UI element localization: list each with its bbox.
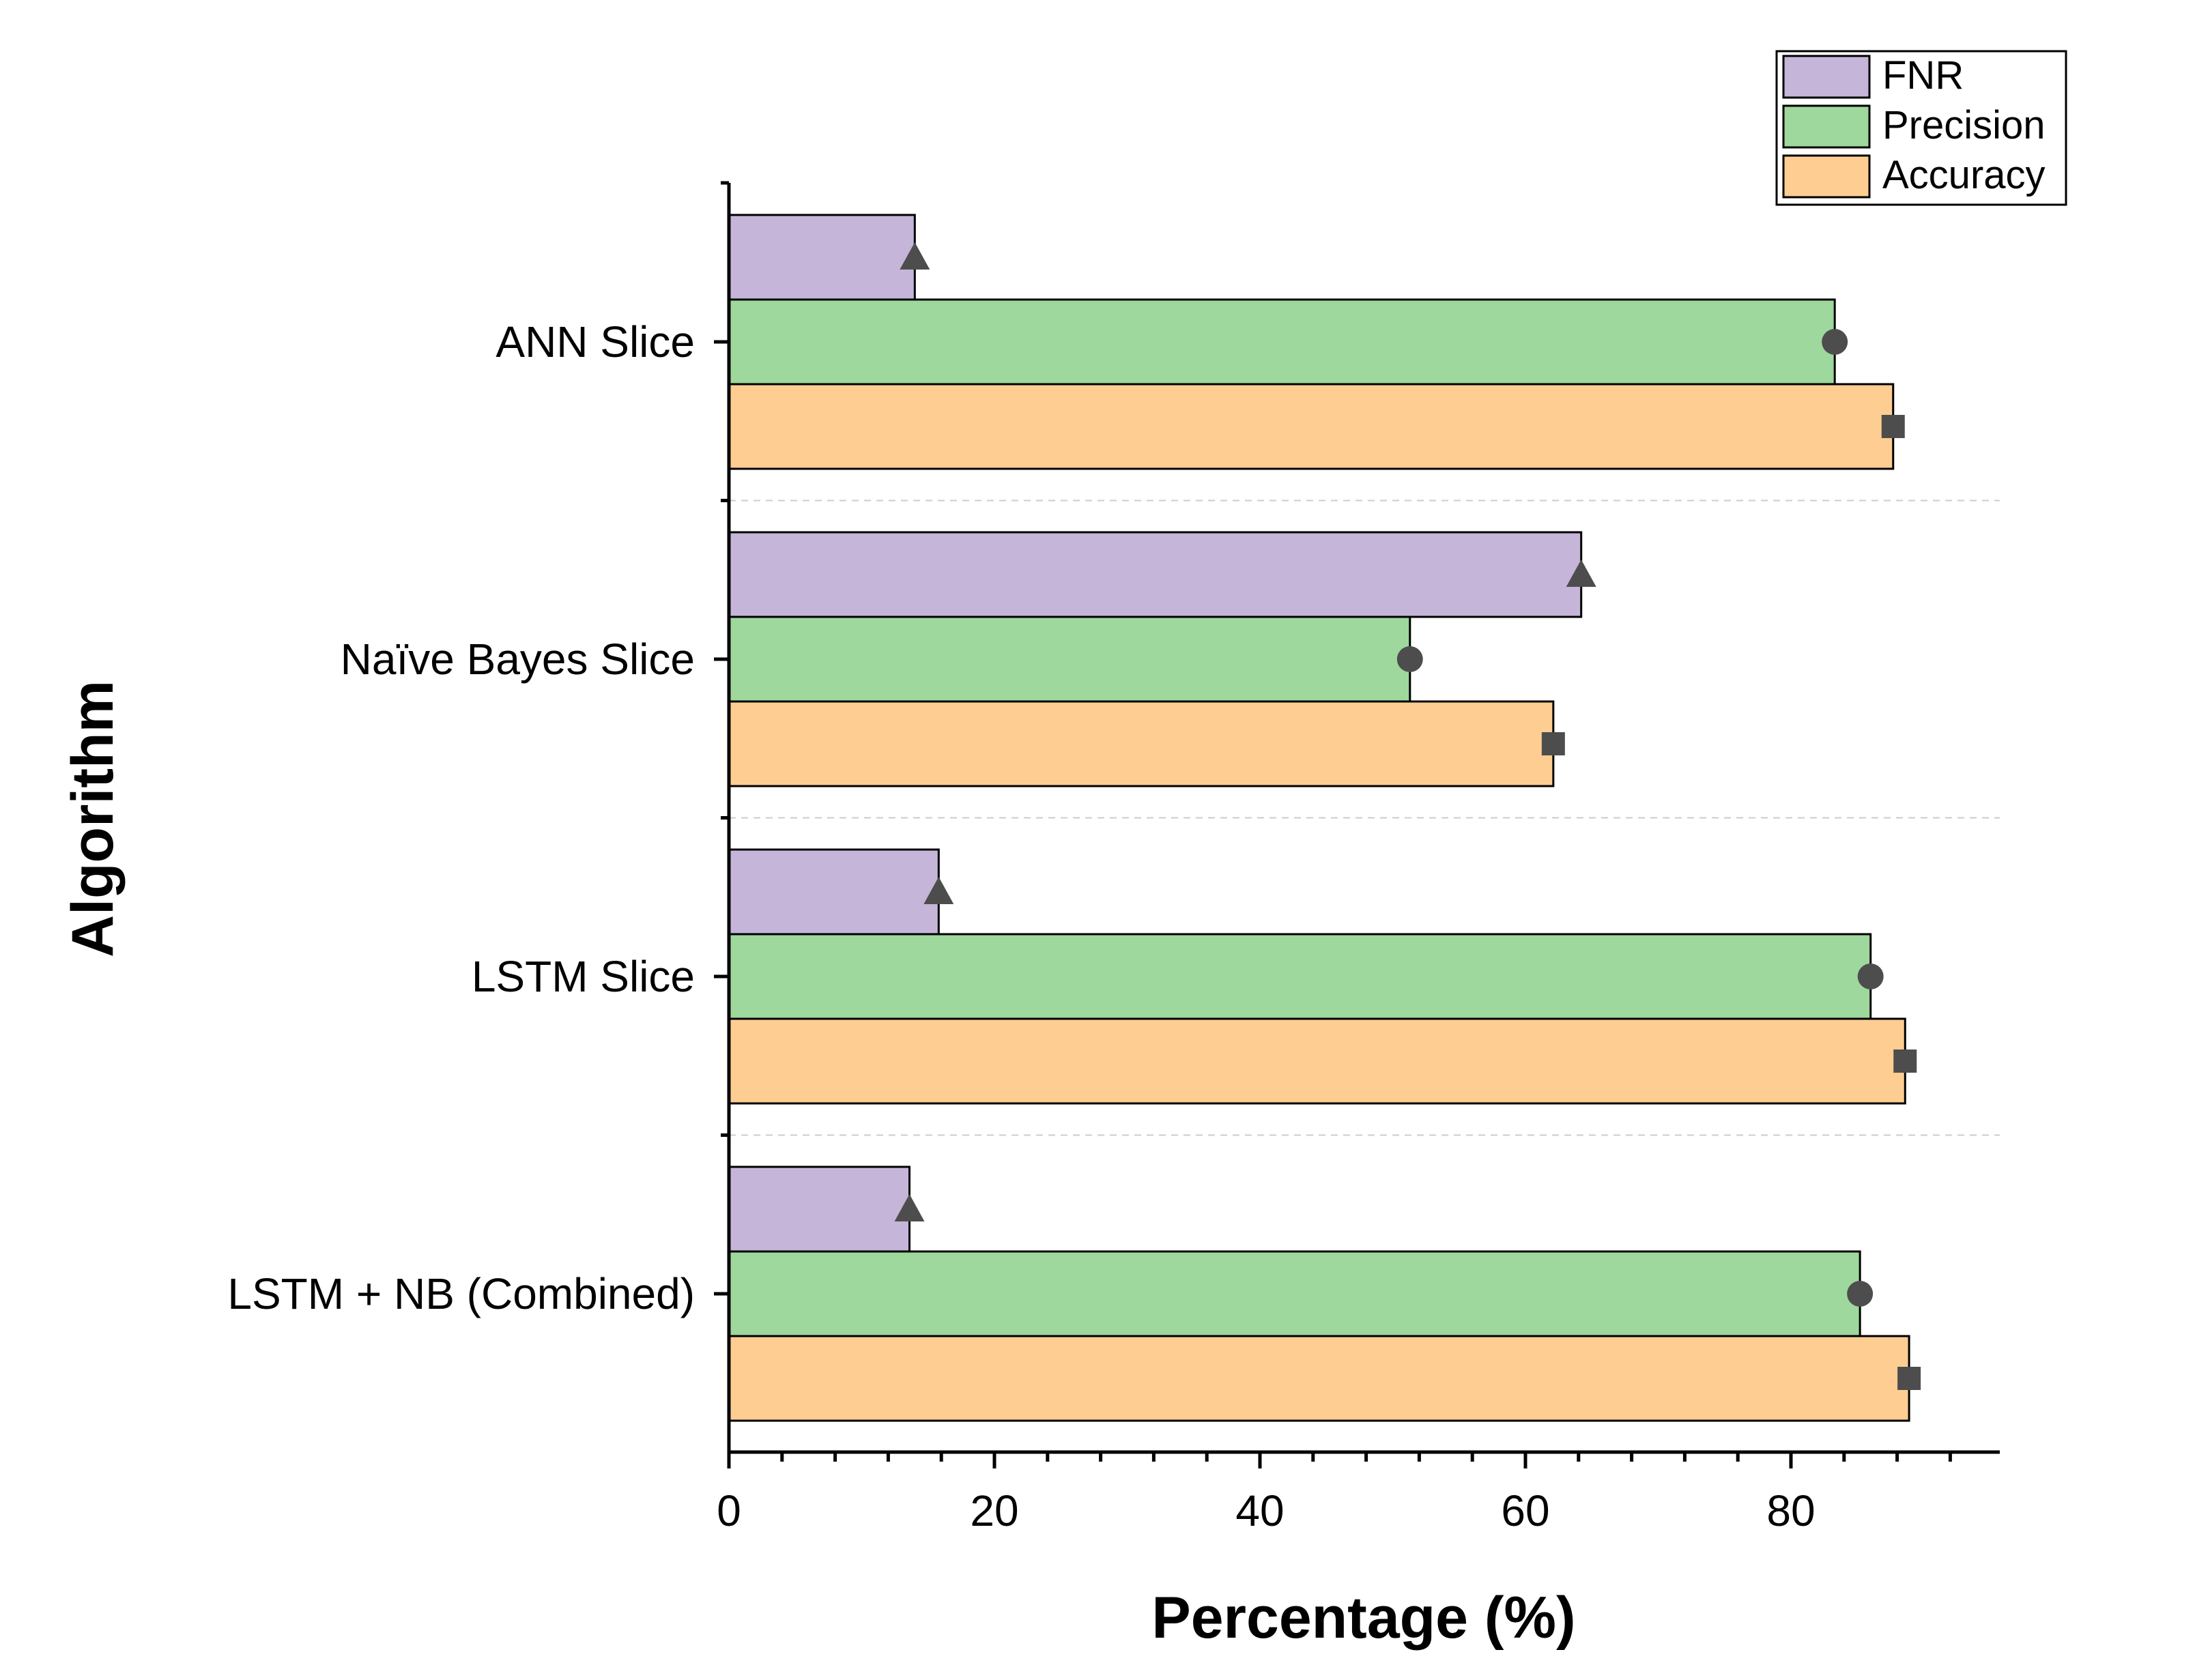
y-axis-title: Algorithm bbox=[60, 680, 126, 957]
y-tick-label-ann-slice: ANN Slice bbox=[496, 317, 695, 366]
marker-triangle-fnr-lstm-nb-combined bbox=[894, 1194, 925, 1221]
y-tick-labels: ANN Slice Naïve Bayes Slice LSTM Slice LSTM… bbox=[227, 317, 695, 1318]
marker-square-accuracy-na-ve-bayes-slice bbox=[1541, 732, 1565, 755]
x-tick-label-80: 80 bbox=[1766, 1486, 1815, 1535]
x-tick-label-0: 0 bbox=[717, 1486, 741, 1535]
marker-triangle-fnr-lstm-slice bbox=[923, 877, 954, 904]
bar-fnr-na-ve-bayes-slice bbox=[728, 531, 1583, 618]
marker-circle-precision-na-ve-bayes-slice bbox=[1396, 646, 1423, 672]
y-tick-label-lstm-nb-combined: LSTM + NB (Combined) bbox=[227, 1269, 695, 1318]
bar-accuracy-lstm-nb-combined bbox=[728, 1335, 1910, 1422]
bar-fnr-ann-slice bbox=[728, 214, 916, 301]
legend-swatch-accuracy bbox=[1782, 154, 1871, 199]
bar-accuracy-na-ve-bayes-slice bbox=[728, 700, 1555, 787]
bar-accuracy-lstm-slice bbox=[728, 1017, 1906, 1105]
marker-square-accuracy-lstm-slice bbox=[1893, 1049, 1917, 1073]
category-separators bbox=[729, 499, 2000, 1136]
legend-label-fnr: FNR bbox=[1882, 53, 1964, 98]
axes bbox=[714, 181, 2000, 1468]
bar-precision-na-ve-bayes-slice bbox=[728, 615, 1411, 703]
legend-label-accuracy: Accuracy bbox=[1882, 153, 2046, 197]
bar-fnr-lstm-slice bbox=[728, 848, 940, 936]
marker-triangle-fnr-ann-slice bbox=[900, 242, 930, 270]
legend-label-precision: Precision bbox=[1882, 103, 2046, 147]
marker-square-accuracy-ann-slice bbox=[1881, 415, 1905, 438]
x-tick-label-40: 40 bbox=[1235, 1486, 1284, 1535]
marker-circle-precision-ann-slice bbox=[1822, 329, 1848, 355]
y-tick-label-lstm-slice: LSTM Slice bbox=[472, 952, 695, 1001]
marker-triangle-fnr-na-ve-bayes-slice bbox=[1566, 560, 1596, 587]
bar-accuracy-ann-slice bbox=[728, 383, 1895, 470]
marker-circle-precision-lstm-nb-combined bbox=[1847, 1281, 1874, 1307]
bar-precision-ann-slice bbox=[728, 298, 1836, 386]
bar-precision-lstm-slice bbox=[728, 933, 1872, 1020]
y-tick-label-na-ve-bayes-slice: Naïve Bayes Slice bbox=[341, 635, 695, 684]
x-tick-labels: 0 20 40 60 80 bbox=[717, 1486, 1815, 1535]
marker-circle-precision-lstm-slice bbox=[1857, 964, 1884, 989]
legend: FNR Precision Accuracy bbox=[1775, 50, 2067, 206]
x-tick-label-60: 60 bbox=[1501, 1486, 1549, 1535]
bar-precision-lstm-nb-combined bbox=[728, 1250, 1861, 1337]
legend-swatch-fnr bbox=[1782, 55, 1871, 99]
markers bbox=[894, 242, 1921, 1390]
legend-swatch-precision bbox=[1782, 104, 1871, 149]
x-axis-title: Percentage (%) bbox=[1151, 1585, 1575, 1651]
bar-fnr-lstm-nb-combined bbox=[728, 1165, 911, 1253]
bars bbox=[728, 214, 1910, 1422]
marker-square-accuracy-lstm-nb-combined bbox=[1897, 1367, 1921, 1390]
x-tick-label-20: 20 bbox=[970, 1486, 1018, 1535]
